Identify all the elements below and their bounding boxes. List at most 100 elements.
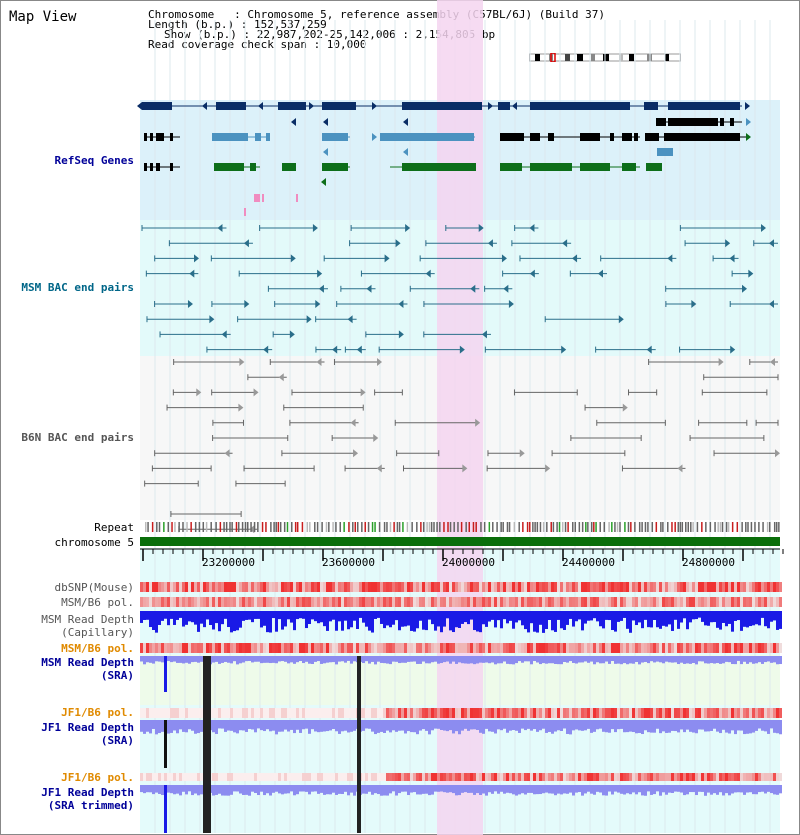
polymorphism-cell xyxy=(503,708,506,718)
depth-bar xyxy=(758,785,761,793)
msm-bac-track-label[interactable]: MSM BAC end pairs xyxy=(21,281,134,294)
depth-bar xyxy=(449,611,452,631)
polymorphism-cell xyxy=(380,773,383,781)
msm-depth-capillary-label-2: (Capillary) xyxy=(61,626,134,639)
polymorphism-cell xyxy=(164,597,167,607)
gene-exon xyxy=(282,163,296,171)
depth-bar xyxy=(326,656,329,663)
repeat-element xyxy=(235,522,238,532)
repeat-element xyxy=(190,522,192,532)
depth-bar xyxy=(662,785,665,793)
depth-bar xyxy=(149,785,152,793)
depth-bar xyxy=(152,720,155,729)
depth-bar xyxy=(686,720,689,730)
polymorphism-cell xyxy=(293,597,296,607)
polymorphism-cell xyxy=(155,643,158,653)
depth-bar xyxy=(233,720,236,733)
depth-bar xyxy=(533,720,536,730)
depth-bar xyxy=(221,785,224,796)
polymorphism-cell xyxy=(389,773,392,781)
depth-bar xyxy=(476,785,479,794)
polymorphism-cell xyxy=(311,708,314,718)
polymorphism-cell xyxy=(248,582,251,592)
depth-bar xyxy=(470,785,473,793)
strand-arrow xyxy=(196,388,202,397)
repeat-element xyxy=(638,522,641,532)
b6n-bac-track-label[interactable]: B6N BAC end pairs xyxy=(21,431,134,444)
polymorphism-cell xyxy=(602,582,605,592)
gene-exon xyxy=(580,163,610,171)
depth-bar xyxy=(143,611,146,620)
gene-exon xyxy=(150,133,153,141)
depth-bar xyxy=(461,785,464,793)
depth-bar xyxy=(383,785,386,796)
depth-bar xyxy=(416,656,419,664)
polymorphism-cell xyxy=(170,773,173,781)
depth-bar xyxy=(758,611,761,626)
polymorphism-cell xyxy=(530,643,533,653)
depth-bar xyxy=(158,720,161,734)
depth-bar xyxy=(743,611,746,627)
depth-bar xyxy=(512,656,515,665)
depth-bar xyxy=(587,611,590,621)
gene-exon xyxy=(296,194,298,202)
polymorphism-cell xyxy=(218,582,221,592)
polymorphism-cell xyxy=(683,643,686,653)
depth-bar xyxy=(545,720,548,733)
depth-bar xyxy=(290,720,293,730)
polymorphism-cell xyxy=(530,708,533,718)
depth-bar xyxy=(464,656,467,664)
polymorphism-cell xyxy=(749,643,752,653)
depth-bar xyxy=(341,656,344,662)
refseq-track-label[interactable]: RefSeq Genes xyxy=(54,154,134,167)
polymorphism-cell xyxy=(461,582,464,592)
depth-bar xyxy=(623,720,626,733)
depth-bar xyxy=(485,720,488,729)
polymorphism-cell xyxy=(542,582,545,592)
depth-bar xyxy=(698,720,701,730)
depth-bar xyxy=(392,611,395,625)
depth-bar xyxy=(233,656,236,662)
polymorphism-cell xyxy=(431,708,434,718)
gene-exon xyxy=(144,133,147,141)
depth-bar xyxy=(686,656,689,664)
polymorphism-cell xyxy=(200,773,203,781)
polymorphism-cell xyxy=(566,643,569,653)
polymorphism-cell xyxy=(512,643,515,653)
polymorphism-cell xyxy=(464,582,467,592)
depth-bar xyxy=(482,720,485,734)
repeat-element xyxy=(198,522,201,532)
polymorphism-cell xyxy=(470,597,473,607)
depth-bar xyxy=(149,656,152,663)
polymorphism-cell xyxy=(227,597,230,607)
polymorphism-cell xyxy=(656,708,659,718)
polymorphism-cell xyxy=(245,597,248,607)
polymorphism-cell xyxy=(605,773,608,781)
polymorphism-cell xyxy=(326,597,329,607)
depth-bar xyxy=(704,720,707,732)
depth-bar xyxy=(326,611,329,631)
repeat-element xyxy=(167,522,170,532)
depth-bar xyxy=(596,656,599,663)
repeat-element xyxy=(328,522,330,532)
polymorphism-cell xyxy=(392,597,395,607)
polymorphism-cell xyxy=(617,582,620,592)
polymorphism-cell xyxy=(347,708,350,718)
depth-bar xyxy=(740,785,743,793)
repeat-element xyxy=(536,522,539,532)
polymorphism-cell xyxy=(548,582,551,592)
depth-bar xyxy=(449,785,452,793)
strand-arrow xyxy=(189,269,195,278)
polymorphism-cell xyxy=(662,582,665,592)
polymorphism-cell xyxy=(545,773,548,781)
polymorphism-cell xyxy=(503,582,506,592)
polymorphism-cell xyxy=(659,773,662,781)
polymorphism-cell xyxy=(221,597,224,607)
polymorphism-cell xyxy=(485,773,488,781)
polymorphism-cell xyxy=(437,643,440,653)
polymorphism-cell xyxy=(500,597,503,607)
polymorphism-cell xyxy=(419,643,422,653)
depth-bar xyxy=(659,656,662,663)
polymorphism-cell xyxy=(401,582,404,592)
